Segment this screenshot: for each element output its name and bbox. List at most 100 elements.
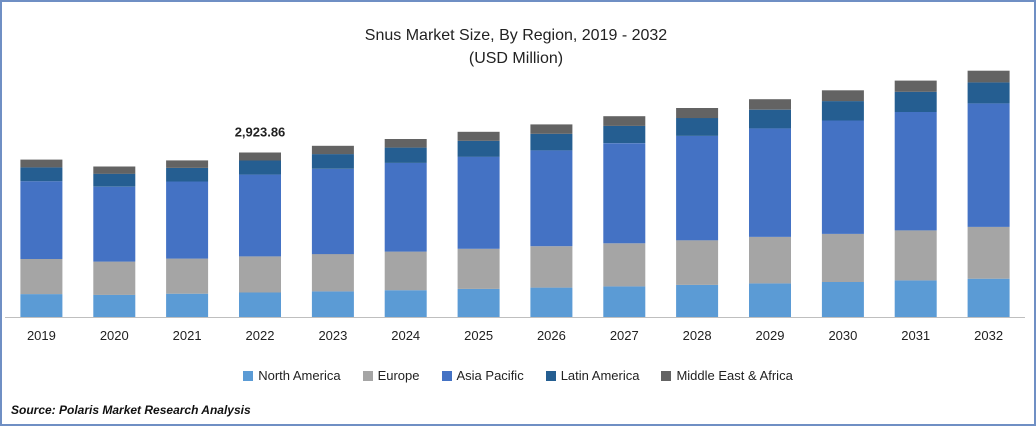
bar-asia-pacific-2023: [311, 168, 354, 255]
bar-north-america-2031: [894, 280, 937, 317]
bar-asia-pacific-2020: [93, 186, 136, 262]
x-tick-label: 2026: [537, 328, 566, 343]
bar-asia-pacific-2031: [894, 112, 937, 231]
bar-north-america-2027: [603, 286, 646, 317]
bar-middle-east-africa-2020: [93, 166, 136, 174]
bar-asia-pacific-2029: [749, 128, 791, 237]
bar-europe-2032: [967, 226, 1010, 279]
bar-north-america-2028: [676, 284, 719, 317]
bar-north-america-2025: [457, 288, 500, 317]
data-label: 2,923.86: [235, 125, 286, 140]
bar-north-america-2021: [166, 293, 209, 317]
x-tick-label: 2027: [610, 328, 639, 343]
bar-latin-america-2025: [457, 140, 500, 157]
legend-swatch: [362, 370, 373, 381]
bar-latin-america-2023: [311, 154, 354, 169]
bar-latin-america-2027: [603, 125, 646, 144]
bar-stack-2025: [457, 131, 500, 317]
bar-europe-2021: [166, 258, 209, 294]
bar-middle-east-africa-2027: [603, 116, 646, 126]
x-tick-label: 2028: [683, 328, 712, 343]
bar-stack-2021: [166, 160, 209, 317]
bar-middle-east-africa-2019: [20, 159, 63, 168]
bar-middle-east-africa-2026: [530, 124, 573, 134]
bar-stack-2024: [384, 139, 427, 317]
x-tick-label: 2032: [974, 328, 1003, 343]
bar-asia-pacific-2022: [239, 174, 281, 257]
bar-middle-east-africa-2030: [821, 90, 864, 102]
bar-middle-east-africa-2025: [457, 131, 500, 141]
bar-stack-2020: [93, 166, 136, 317]
bar-europe-2022: [239, 256, 281, 293]
legend-item-latin-america: Latin America: [545, 368, 640, 383]
bar-stack-2027: [603, 116, 646, 317]
bar-middle-east-africa-2032: [967, 70, 1010, 83]
bar-middle-east-africa-2029: [749, 99, 791, 110]
legend-item-asia-pacific: Asia Pacific: [441, 368, 524, 383]
bar-stack-2032: [967, 70, 1010, 317]
legend-swatch: [661, 370, 672, 381]
x-tick-label: 2021: [173, 328, 202, 343]
legend-label: Latin America: [560, 368, 640, 383]
bar-europe-2020: [93, 261, 136, 295]
bar-stack-2019: [20, 159, 63, 317]
bar-europe-2031: [894, 230, 937, 281]
bar-stack-2022: [239, 152, 281, 317]
bar-middle-east-africa-2031: [894, 80, 937, 92]
bar-latin-america-2021: [166, 168, 209, 182]
legend-item-north-america: North America: [243, 368, 341, 383]
bar-asia-pacific-2019: [20, 181, 63, 259]
bar-latin-america-2029: [749, 109, 791, 129]
bar-asia-pacific-2030: [821, 120, 864, 234]
bar-north-america-2026: [530, 287, 573, 317]
x-tick-label: 2031: [901, 328, 930, 343]
chart-legend: North America Europe Asia Pacific Latin …: [0, 368, 1036, 383]
x-tick-label: 2029: [756, 328, 785, 343]
bar-europe-2027: [603, 243, 646, 287]
bar-europe-2025: [457, 248, 500, 289]
bar-stack-2031: [894, 80, 937, 317]
bar-middle-east-africa-2024: [384, 139, 427, 148]
legend-label: North America: [258, 368, 341, 383]
bar-europe-2030: [821, 233, 864, 282]
legend-label: Asia Pacific: [456, 368, 524, 383]
bar-asia-pacific-2028: [676, 136, 719, 241]
bar-latin-america-2019: [20, 167, 63, 182]
legend-swatch: [545, 370, 556, 381]
bar-latin-america-2024: [384, 147, 427, 163]
bar-asia-pacific-2021: [166, 181, 209, 259]
bar-latin-america-2026: [530, 133, 573, 151]
bar-asia-pacific-2027: [603, 143, 646, 244]
bar-stack-2028: [676, 108, 719, 317]
bar-europe-2024: [384, 251, 427, 291]
bar-north-america-2029: [749, 283, 791, 317]
chart-title: Snus Market Size, By Region, 2019 - 2032: [364, 27, 668, 44]
bar-middle-east-africa-2028: [676, 108, 719, 119]
bar-europe-2019: [20, 259, 63, 295]
x-tick-label: 2019: [27, 328, 56, 343]
source-note: Source: Polaris Market Research Analysis: [11, 403, 251, 417]
x-tick-label: 2020: [100, 328, 129, 343]
bar-north-america-2022: [239, 292, 281, 317]
bar-stack-2030: [821, 90, 864, 317]
legend-item-middle-east-africa: Middle East & Africa: [661, 368, 793, 383]
legend-swatch: [243, 370, 254, 381]
legend-swatch: [441, 370, 452, 381]
x-tick-label: 2024: [391, 328, 420, 343]
x-tick-label: 2023: [318, 328, 347, 343]
bar-north-america-2030: [821, 282, 864, 317]
bar-middle-east-africa-2021: [166, 160, 209, 168]
bar-middle-east-africa-2022: [239, 152, 281, 161]
x-tick-label: 2022: [246, 328, 275, 343]
legend-label: Middle East & Africa: [676, 368, 793, 383]
bar-latin-america-2031: [894, 91, 937, 112]
legend-item-europe: Europe: [362, 368, 420, 383]
x-tick-label: 2025: [464, 328, 493, 343]
bar-north-america-2032: [967, 278, 1010, 317]
bar-latin-america-2032: [967, 82, 1010, 104]
x-tick-label: 2030: [828, 328, 857, 343]
bar-stack-2023: [311, 145, 354, 317]
legend-label: Europe: [377, 368, 420, 383]
bar-stack-2026: [530, 124, 573, 317]
